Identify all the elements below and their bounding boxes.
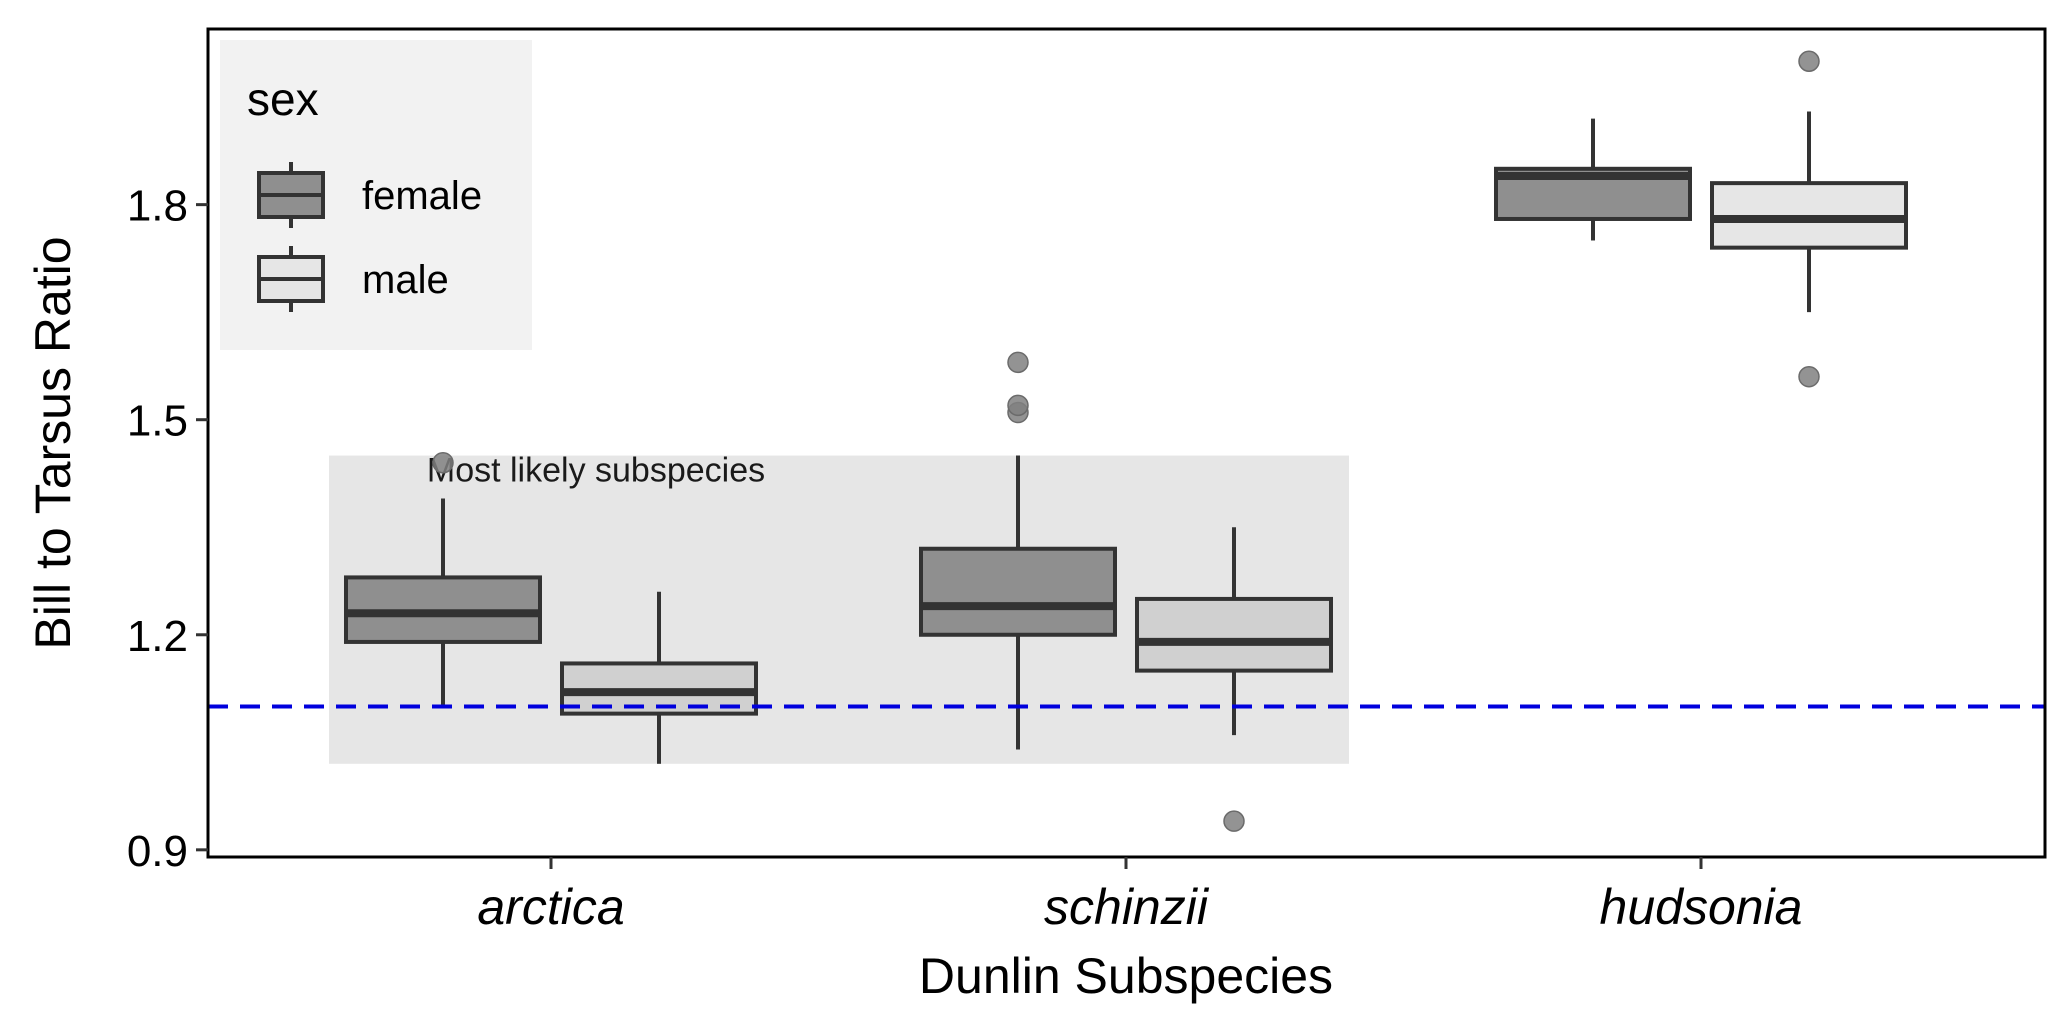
y-axis: 0.9 1.2 1.5 1.8 [127,182,208,876]
y-tick-label: 0.9 [127,827,188,876]
box-male-schinzii [1135,527,1333,832]
box-female-hudsonia [1494,118,1692,241]
outlier-point [1007,394,1029,417]
legend-entry-male: male [257,246,449,312]
x-tick-label: schinzii [1044,879,1210,935]
outlier-point [1223,810,1245,832]
x-axis-title: Dunlin Subspecies [919,948,1333,1004]
legend: sex female male [220,40,532,350]
outlier-point [1798,50,1820,73]
box-female-schinzii [919,351,1117,750]
outlier-point [432,451,454,474]
y-tick-label: 1.5 [127,397,188,446]
box-female-arctica [344,451,542,707]
legend-label: female [362,174,482,218]
box-male-hudsonia [1710,50,1908,388]
x-axis: arctica schinzii hudsonia [477,857,1802,935]
y-axis-title: Bill to Tarsus Ratio [25,236,81,649]
box-groups [344,50,1908,832]
x-tick-label: arctica [477,879,624,935]
x-tick-label: hudsonia [1600,879,1803,935]
outlier-point [1007,351,1029,374]
outlier-point [1798,365,1820,388]
legend-label: male [362,258,449,302]
annotation-label: Most likely subspecies [427,452,765,490]
y-tick-label: 1.2 [127,612,188,661]
legend-title: sex [247,73,319,125]
box-body [1135,596,1333,673]
legend-entry-female: female [257,162,482,228]
box-body [919,546,1117,637]
y-tick-label: 1.8 [127,182,188,231]
